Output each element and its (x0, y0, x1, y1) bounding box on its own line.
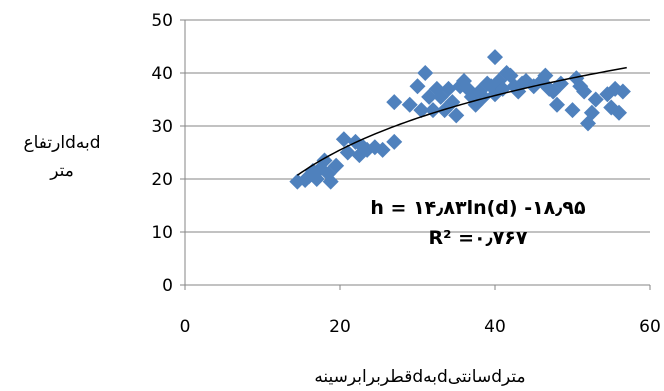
y-tick-label: 50 (151, 11, 173, 31)
data-point (328, 157, 345, 174)
y-tick-label: 20 (151, 170, 173, 190)
y-axis-label-line1: ارتفاعdبهd (23, 133, 100, 153)
data-point (409, 78, 426, 95)
y-tick-label: 10 (151, 223, 173, 243)
trendline-equation: h = ۱۴٫۸۳ln(d) -۱۸٫۹۵ (370, 197, 586, 219)
x-tick-label: 40 (484, 317, 506, 337)
data-points (289, 49, 631, 190)
grid-lines (185, 19, 650, 233)
data-point (487, 49, 503, 66)
r-squared-label: R² =۰٫۷۶۷ (429, 227, 528, 249)
data-point (401, 96, 418, 113)
data-point (386, 94, 403, 111)
data-point (475, 88, 492, 105)
data-point (564, 102, 581, 119)
y-tick-label: 40 (151, 64, 173, 84)
tick-labels: 0 10 20 30 40 50 0 20 40 60 (151, 11, 660, 337)
data-point (576, 83, 593, 100)
data-point (417, 65, 434, 81)
y-tick-label: 30 (151, 117, 173, 137)
x-tick-label: 0 (180, 317, 191, 337)
data-point (549, 96, 565, 113)
data-point (583, 104, 600, 121)
data-point (374, 141, 391, 158)
data-point (448, 107, 465, 124)
data-point (611, 104, 627, 121)
data-point (537, 67, 554, 84)
data-point (386, 133, 403, 150)
x-tick-label: 20 (329, 317, 351, 337)
data-point (614, 83, 631, 100)
data-point (322, 173, 339, 190)
data-point (413, 102, 430, 119)
y-axis-label-line2: متر (49, 161, 74, 181)
trendline (296, 66, 627, 176)
trendline-group (296, 66, 627, 176)
data-point (335, 131, 352, 148)
data-point (440, 80, 457, 97)
y-tick-label: 0 (162, 276, 173, 296)
axes (180, 19, 651, 290)
data-point (587, 91, 604, 108)
x-tick-label: 60 (639, 317, 661, 337)
x-axis-label: قطربرابرسینهdبهdسانتیdمتر (314, 367, 525, 387)
